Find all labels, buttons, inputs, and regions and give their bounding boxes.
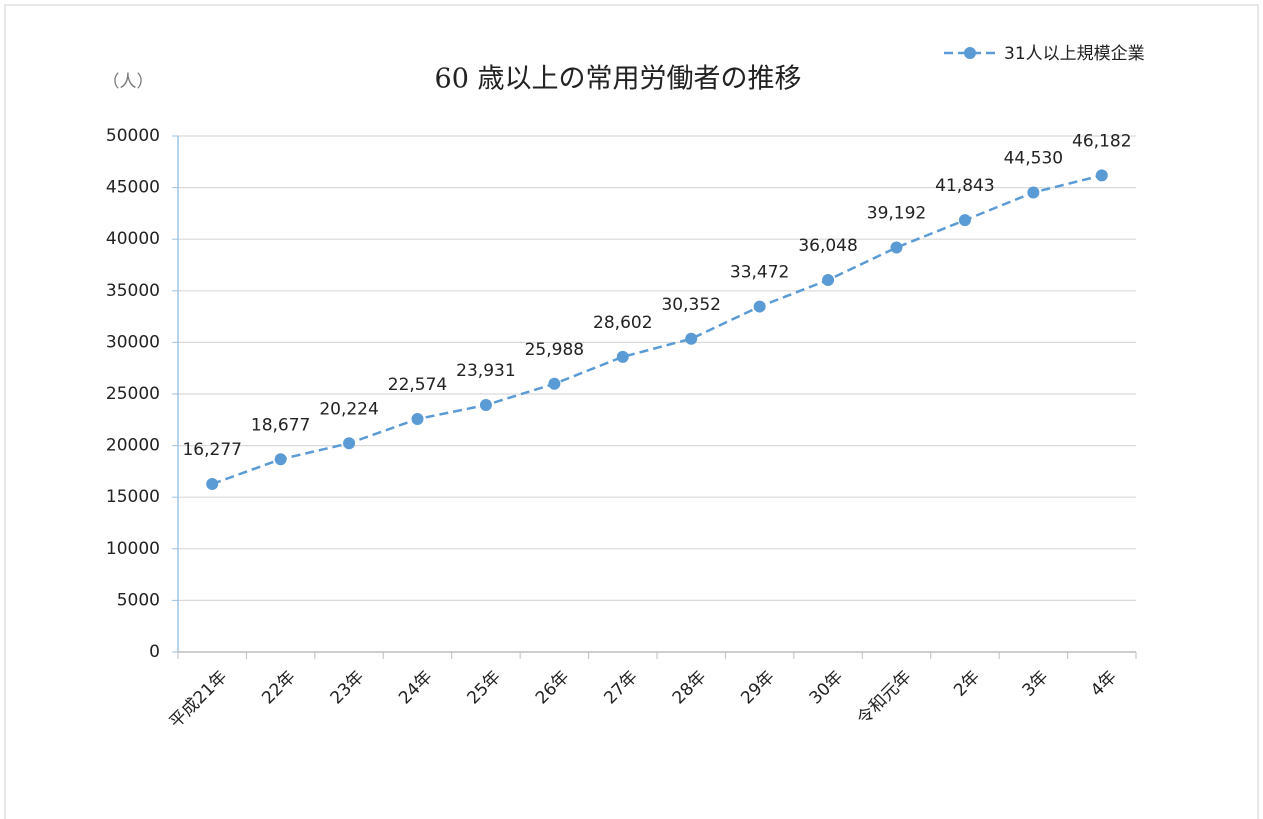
data-label: 30,352 <box>661 295 720 315</box>
chart-border <box>4 4 1259 819</box>
chart-title: 60 歳以上の常用労働者の推移 <box>435 64 802 95</box>
data-point <box>685 332 698 345</box>
y-tick-label: 30000 <box>106 332 160 352</box>
data-point <box>890 241 903 254</box>
data-point <box>274 453 287 466</box>
y-tick-label: 0 <box>149 642 160 662</box>
y-unit-label: （人） <box>103 72 154 92</box>
data-label: 20,224 <box>319 399 378 419</box>
data-point <box>822 273 835 286</box>
y-tick-label: 50000 <box>106 126 160 146</box>
data-label: 44,530 <box>1004 148 1063 168</box>
data-point <box>616 350 629 363</box>
data-point <box>343 437 356 450</box>
y-tick-label: 40000 <box>106 229 160 249</box>
data-point <box>206 478 219 491</box>
legend-marker <box>964 47 976 59</box>
y-tick-label: 35000 <box>106 281 160 301</box>
data-label: 23,931 <box>456 361 515 381</box>
y-tick-label: 10000 <box>106 539 160 559</box>
y-tick-label: 5000 <box>117 590 160 610</box>
data-label: 25,988 <box>525 340 584 360</box>
data-label: 33,472 <box>730 263 789 283</box>
data-label: 46,182 <box>1072 131 1131 151</box>
y-tick-label: 15000 <box>106 487 160 507</box>
data-label: 39,192 <box>867 204 926 224</box>
y-tick-label: 25000 <box>106 384 160 404</box>
data-label: 36,048 <box>798 236 857 256</box>
data-label: 18,677 <box>251 415 310 435</box>
data-point <box>548 377 561 390</box>
y-tick-label: 45000 <box>106 178 160 198</box>
data-label: 41,843 <box>935 176 994 196</box>
y-tick-label: 20000 <box>106 436 160 456</box>
data-point <box>958 214 971 227</box>
data-point <box>411 413 424 426</box>
data-point <box>479 399 492 412</box>
data-point <box>1027 186 1040 199</box>
data-point <box>753 300 766 313</box>
series-line <box>211 174 1103 486</box>
data-point <box>1095 169 1108 182</box>
data-label: 22,574 <box>388 375 447 395</box>
legend-label: 31人以上規模企業 <box>1004 44 1145 64</box>
data-label: 28,602 <box>593 313 652 333</box>
data-label: 16,277 <box>182 440 241 460</box>
